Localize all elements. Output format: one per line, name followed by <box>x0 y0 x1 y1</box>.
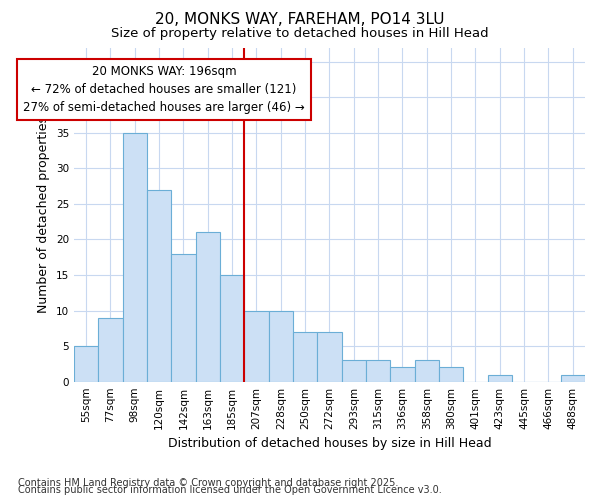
Bar <box>98 318 122 382</box>
Bar <box>391 368 415 382</box>
Bar <box>317 332 341 382</box>
Bar <box>122 133 147 382</box>
Bar <box>74 346 98 382</box>
Bar <box>415 360 439 382</box>
Bar <box>171 254 196 382</box>
Bar <box>366 360 391 382</box>
Bar <box>560 374 585 382</box>
Text: Contains public sector information licensed under the Open Government Licence v3: Contains public sector information licen… <box>18 485 442 495</box>
Bar <box>439 368 463 382</box>
Bar <box>269 310 293 382</box>
Bar <box>196 232 220 382</box>
Text: 20, MONKS WAY, FAREHAM, PO14 3LU: 20, MONKS WAY, FAREHAM, PO14 3LU <box>155 12 445 28</box>
Bar <box>147 190 171 382</box>
Text: Size of property relative to detached houses in Hill Head: Size of property relative to detached ho… <box>111 28 489 40</box>
Text: Contains HM Land Registry data © Crown copyright and database right 2025.: Contains HM Land Registry data © Crown c… <box>18 478 398 488</box>
Bar <box>341 360 366 382</box>
Text: 20 MONKS WAY: 196sqm
← 72% of detached houses are smaller (121)
27% of semi-deta: 20 MONKS WAY: 196sqm ← 72% of detached h… <box>23 66 305 114</box>
Bar <box>244 310 269 382</box>
Bar <box>293 332 317 382</box>
Bar <box>220 275 244 382</box>
X-axis label: Distribution of detached houses by size in Hill Head: Distribution of detached houses by size … <box>167 437 491 450</box>
Bar <box>488 374 512 382</box>
Y-axis label: Number of detached properties: Number of detached properties <box>37 116 50 313</box>
